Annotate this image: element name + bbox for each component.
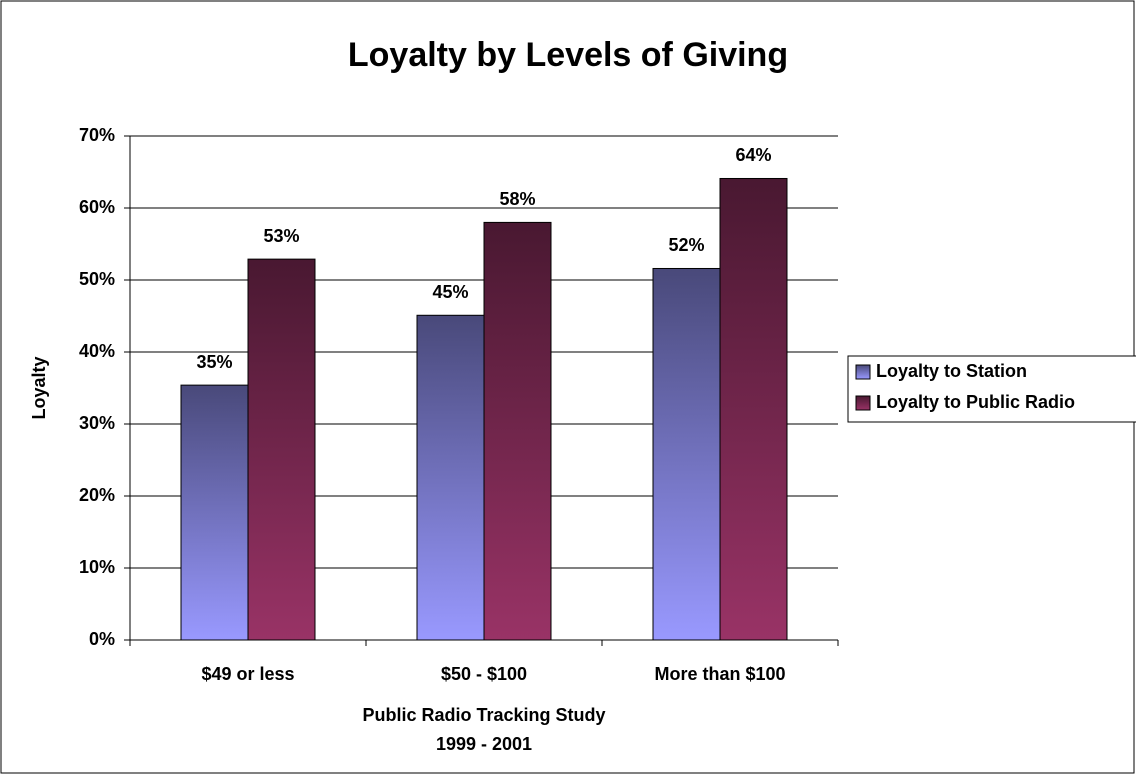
legend-swatch <box>855 364 871 380</box>
bar <box>719 177 788 641</box>
bar <box>180 384 249 641</box>
x-tick-label: $50 - $100 <box>441 664 527 684</box>
y-tick-label: 20% <box>79 485 115 505</box>
bar <box>247 258 316 641</box>
chart-title: Loyalty by Levels of Giving <box>348 36 788 74</box>
data-label: 45% <box>432 282 468 302</box>
legend-swatch <box>855 395 871 411</box>
x-axis-title: 1999 - 2001 <box>436 734 532 754</box>
legend-box <box>847 355 1136 423</box>
y-tick-label: 70% <box>79 125 115 145</box>
y-tick-label: 50% <box>79 269 115 289</box>
x-axis-title: Public Radio Tracking Study <box>362 705 605 725</box>
x-tick-label: $49 or less <box>201 664 294 684</box>
bar <box>483 221 552 641</box>
y-axis-title: Loyalty <box>29 356 49 419</box>
y-tick-label: 60% <box>79 197 115 217</box>
x-tick-label: More than $100 <box>654 664 785 684</box>
y-tick-label: 30% <box>79 413 115 433</box>
data-label: 53% <box>263 226 299 246</box>
legend-label: Loyalty to Station <box>876 361 1027 381</box>
legend-label: Loyalty to Public Radio <box>876 392 1075 412</box>
data-label: 64% <box>735 145 771 165</box>
y-tick-label: 10% <box>79 557 115 577</box>
data-label: 52% <box>668 235 704 255</box>
data-label: 35% <box>196 352 232 372</box>
y-tick-label: 0% <box>89 629 115 649</box>
y-tick-label: 40% <box>79 341 115 361</box>
bar <box>652 267 721 641</box>
data-label: 58% <box>499 189 535 209</box>
bar <box>416 314 485 641</box>
